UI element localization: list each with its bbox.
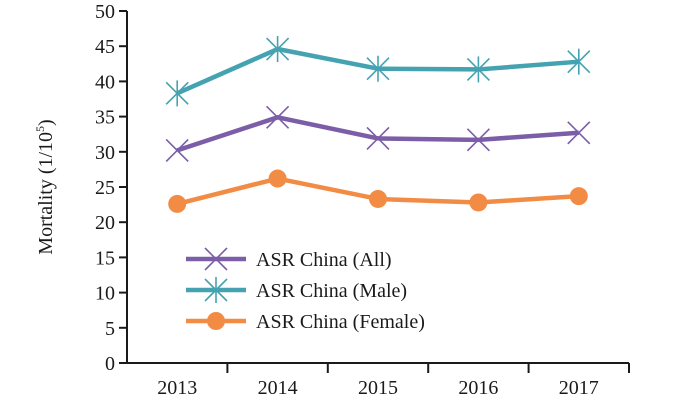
series-2 [168,169,588,213]
y-tick-label: 35 [95,107,115,129]
y-tick-label: 15 [95,247,115,269]
y-tick-label: 0 [105,353,115,375]
data-point-stroke [466,128,490,152]
y-tick-label: 25 [95,177,115,199]
data-point [266,36,290,63]
y-axis-label-close: ) [35,119,57,126]
legend-marker [204,247,228,271]
legend-label: ASR China (Female) [256,311,425,333]
data-point [569,187,588,206]
legend: ASR China (All) ASR China (Male) ASR China… [186,247,425,333]
series-1 [165,36,591,107]
legend-item: ASR China (Female) [186,311,425,333]
legend-item: ASR China (All) [186,247,392,271]
data-point [366,126,390,150]
y-tick-label: 20 [95,212,115,234]
legend-marker [204,277,228,303]
data-point-shape [369,189,387,208]
x-tick-label: 2017 [559,377,599,399]
legend-label: ASR China (All) [256,249,392,271]
y-tick-label: 30 [95,142,115,164]
x-tick-label: 2015 [358,377,398,399]
legend-label: ASR China (Male) [256,280,407,302]
x-tick-label: 2013 [157,377,197,399]
y-tick-label: 10 [95,283,115,305]
data-point-stroke [567,121,591,145]
data-point [567,121,591,145]
series-0 [165,105,591,162]
x-tick-label: 2016 [458,377,498,399]
data-point [268,169,287,188]
data-point [366,55,390,82]
data-point [567,48,591,75]
series-line [176,115,579,153]
data-point-shape [168,194,187,213]
data-point [165,138,189,162]
data-point-shape [268,169,287,188]
y-axis-label: Mortality (1/105) [33,119,57,254]
data-point-shape [469,193,488,212]
data-point-shape [569,187,588,206]
data-point-stroke [266,105,290,129]
y-axis-label-superscript: 5 [33,126,47,132]
legend-marker [207,312,225,330]
data-point [168,194,187,213]
data-point [469,193,488,212]
y-tick-label: 5 [105,318,115,340]
data-point [466,56,490,83]
data-point-stroke [366,126,390,150]
y-tick-label: 50 [95,1,115,23]
legend-item: ASR China (Male) [186,277,407,303]
axes: 0 5 10 15 20 25 30 35 40 45 50 2013 2014 2015 2016 2017 [95,1,630,399]
series-layer [165,36,591,213]
data-point [466,128,490,152]
data-point [165,80,189,107]
x-tick-label: 2014 [258,377,298,399]
data-point-stroke [165,138,189,162]
data-point [266,105,290,129]
legend-marker-stroke [204,247,228,271]
y-tick-label: 45 [95,36,115,58]
legend-marker-shape [207,312,225,330]
y-axis-label-main: Mortality (1/10 [35,132,57,255]
y-tick-label: 40 [95,71,115,93]
data-point [369,189,387,208]
